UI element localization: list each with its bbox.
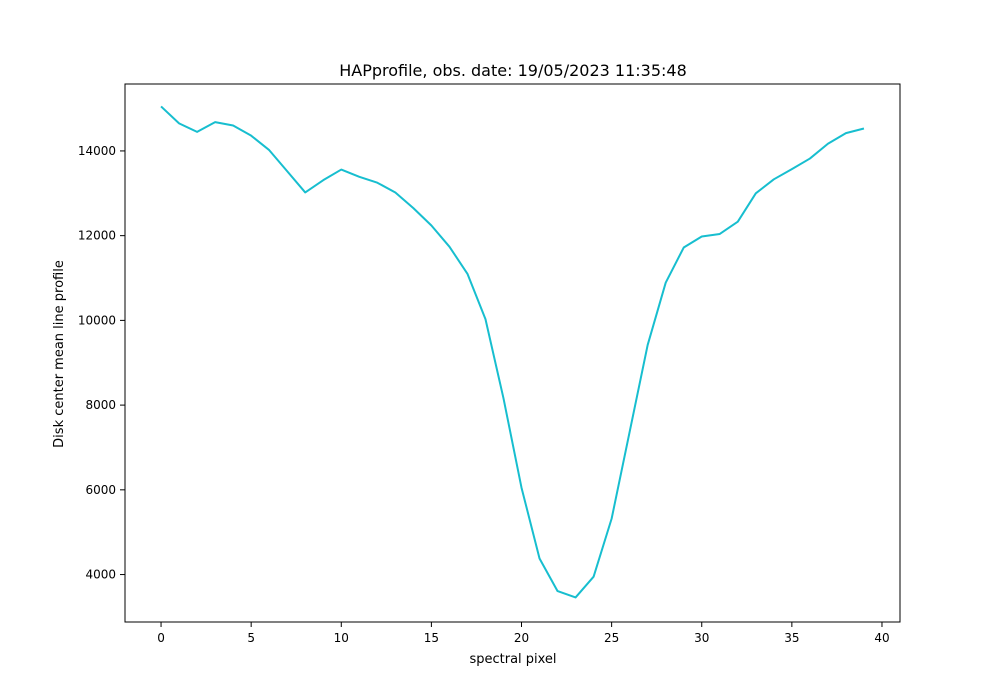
x-tick-label: 25 [604,631,619,645]
x-axis-label: spectral pixel [469,652,556,667]
y-tick-label: 12000 [78,229,116,243]
y-axis-label: Disk center mean line profile [52,260,67,448]
y-tick-label: 4000 [85,568,116,582]
x-tick-label: 15 [424,631,439,645]
plot-area [160,105,865,599]
series-line [160,105,865,599]
x-tick-label: 30 [694,631,709,645]
x-tick-label: 10 [334,631,349,645]
y-tick-label: 10000 [78,313,116,327]
y-tick-label: 6000 [85,483,116,497]
chart-title: HAPprofile, obs. date: 19/05/2023 11:35:… [339,61,687,80]
y-tick-label: 14000 [78,144,116,158]
y-axis-ticks: 4000 6000 8000 10000 12000 14000 [78,144,125,582]
x-tick-label: 20 [514,631,529,645]
x-axis-ticks: 0 5 10 15 20 25 30 35 40 [157,622,890,645]
plot-frame [124,83,901,623]
y-tick-label: 8000 [85,398,116,412]
x-tick-label: 5 [247,631,255,645]
x-tick-label: 40 [874,631,889,645]
x-tick-label: 35 [784,631,799,645]
x-tick-label: 0 [157,631,165,645]
